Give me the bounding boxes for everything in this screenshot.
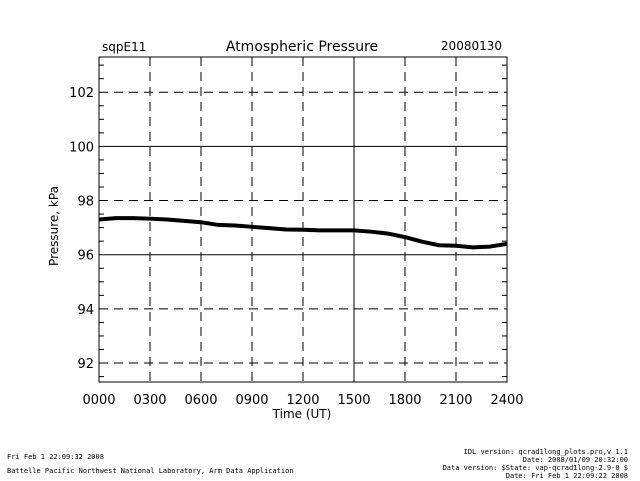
y-tick-label: 98	[77, 195, 94, 210]
minor-ticks	[99, 64, 507, 378]
x-tick-label: 2400	[490, 393, 523, 408]
series-line	[98, 216, 508, 250]
x-tick-label: 0600	[184, 393, 217, 408]
x-tick-label: 2100	[439, 393, 472, 408]
x-tick-labels: 0000 0300 0600 0900 1200 1500 1800 2100 2400	[82, 393, 523, 408]
station-label: sqpE11	[102, 40, 146, 54]
x-tick-label: 0000	[82, 393, 115, 408]
y-axis-label: Pressure, kPa	[47, 186, 61, 266]
y-tick-label: 96	[77, 249, 94, 264]
plot-frame	[98, 56, 508, 383]
x-axis-label: Time (UT)	[272, 407, 332, 421]
footer-data-version: Data version: $State: vap-qcrad1long-2.9…	[442, 464, 628, 472]
footer-timestamp: Fri Feb 1 22:09:32 2008	[7, 453, 104, 461]
footer-org: Battelle Pacific Northwest National Labo…	[7, 467, 294, 475]
chart-title: Atmospheric Pressure	[226, 39, 378, 55]
x-tick-label: 0300	[133, 393, 166, 408]
footer-data-date: Date: Fri Feb 1 22:09:22 2008	[505, 472, 628, 480]
x-tick-label: 1500	[337, 393, 370, 408]
y-tick-label: 94	[77, 303, 94, 318]
footer-version-date: Date: 2008/01/09 20:32:00	[522, 456, 628, 464]
y-tick-labels: 92 94 96 98 100 102	[69, 86, 94, 372]
x-tick-label: 0900	[235, 393, 268, 408]
y-tick-label: 92	[77, 357, 94, 372]
y-tick-label: 102	[69, 86, 94, 101]
date-label: 20080130	[441, 39, 502, 53]
x-tick-label: 1200	[286, 393, 319, 408]
footer-idl-version: IDL version: qcrad1long_plots.pro,v 1.1	[463, 448, 628, 456]
grid	[99, 57, 507, 382]
x-tick-label: 1800	[388, 393, 421, 408]
y-tick-label: 100	[69, 140, 94, 155]
series-layer	[98, 216, 508, 250]
